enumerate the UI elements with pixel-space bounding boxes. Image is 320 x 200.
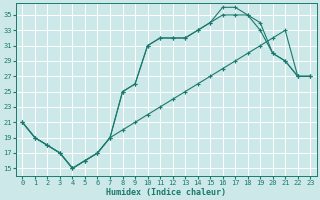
- X-axis label: Humidex (Indice chaleur): Humidex (Indice chaleur): [106, 188, 226, 197]
